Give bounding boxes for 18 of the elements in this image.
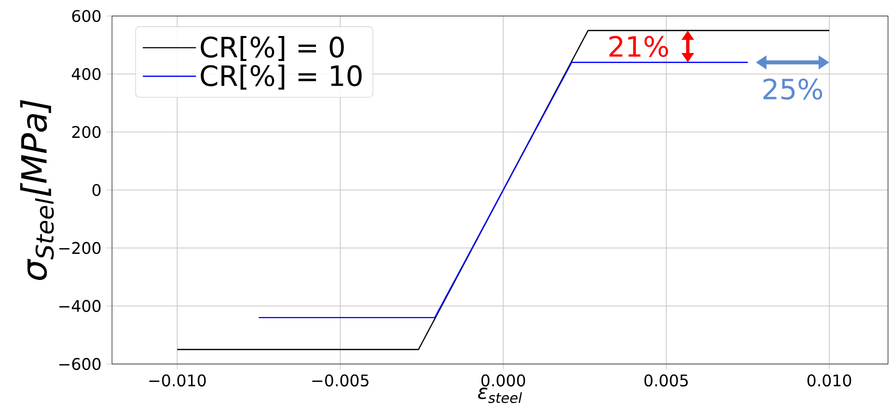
x-tick-label: 0.010 xyxy=(807,374,852,386)
x-tick-label: −0.010 xyxy=(149,374,206,386)
y-tick-label: 0 xyxy=(92,184,101,196)
x-tick-label: 0.005 xyxy=(644,374,688,386)
annotation: 25% xyxy=(763,78,822,100)
y-tick-label: −200 xyxy=(59,242,101,254)
y-tick-label: −600 xyxy=(59,358,101,370)
y-tick-label: 400 xyxy=(72,68,101,80)
y-tick-label: 200 xyxy=(72,126,101,138)
legend-label: CR[%] = 10 xyxy=(200,64,362,90)
x-tick-label: 0.000 xyxy=(481,374,526,386)
x-tick-label: −0.005 xyxy=(312,374,368,386)
y-axis-title: σ$_{Steel}$[MPa] xyxy=(20,100,54,280)
y-tick-label: 600 xyxy=(72,10,101,22)
x-axis-title: ε$_{steel}$ xyxy=(478,388,522,404)
y-tick-label: −400 xyxy=(59,300,101,312)
annotation: 21% xyxy=(609,36,668,58)
legend-label: CR[%] = 0 xyxy=(200,36,344,62)
